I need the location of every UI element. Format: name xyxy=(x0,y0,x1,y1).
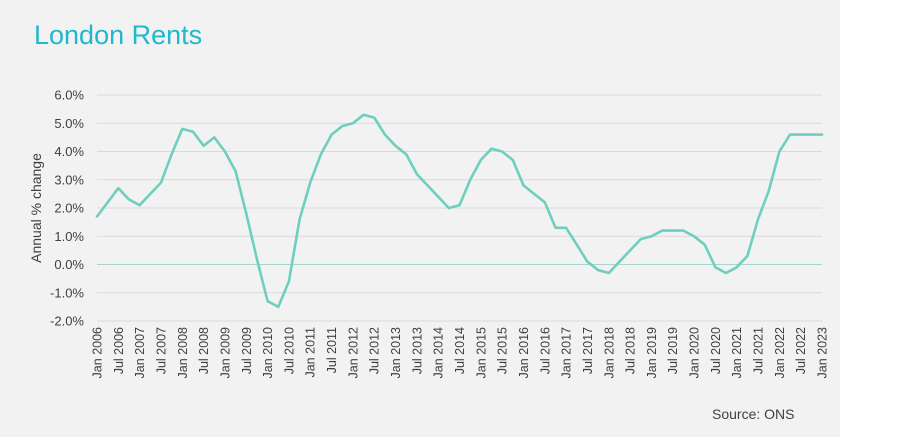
x-tick-label: Jul 2008 xyxy=(197,327,211,374)
y-tick-label: 0.0% xyxy=(54,257,84,272)
x-tick-label: Jan 2022 xyxy=(773,327,787,378)
x-tick-label: Jul 2009 xyxy=(240,327,254,374)
x-tick-label: Jul 2014 xyxy=(453,327,467,374)
chart-panel xyxy=(0,0,840,437)
x-tick-label: Jul 2015 xyxy=(496,327,510,374)
x-tick-label: Jan 2020 xyxy=(688,327,702,378)
x-tick-label: Jan 2010 xyxy=(261,327,275,378)
x-tick-label: Jan 2011 xyxy=(304,327,318,378)
y-tick-label: 3.0% xyxy=(54,172,84,187)
y-tick-label: 6.0% xyxy=(54,88,84,103)
y-axis-label: Annual % change xyxy=(28,153,44,263)
gridlines xyxy=(97,94,822,322)
x-tick-label: Jan 2009 xyxy=(218,327,232,378)
source-note: Source: ONS xyxy=(712,406,795,422)
x-tick-label: Jul 2019 xyxy=(666,327,680,374)
x-tick-label: Jul 2006 xyxy=(112,327,126,374)
x-tick-label: Jul 2020 xyxy=(709,327,723,374)
x-tick-label: Jan 2021 xyxy=(730,327,744,378)
x-tick-label: Jan 2017 xyxy=(560,327,574,378)
x-tick-label: Jul 2010 xyxy=(282,327,296,374)
x-tick-label: Jan 2008 xyxy=(176,327,190,378)
x-tick-label: Jul 2021 xyxy=(752,327,766,374)
series-line xyxy=(95,113,824,309)
y-tick-label: 5.0% xyxy=(54,116,84,131)
x-tick-label: Jan 2019 xyxy=(645,327,659,378)
x-tick-label: Jul 2016 xyxy=(538,327,552,374)
x-tick-label: Jul 2013 xyxy=(410,327,424,374)
y-tick-labels: 6.0% 5.0% 4.0% 3.0% 2.0% 1.0% 0.0% -1.0% -2.0% xyxy=(50,88,84,329)
x-tick-label: Jul 2022 xyxy=(794,327,808,374)
x-tick-labels: Jan 2006 Jul 2006 Jan 2007 Jul 2007 Jan 2008… xyxy=(91,327,830,378)
chart-title: London Rents xyxy=(34,20,203,50)
y-tick-label: -1.0% xyxy=(50,285,84,300)
x-tick-label: Jul 2007 xyxy=(154,327,168,374)
x-tick-label: Jan 2016 xyxy=(517,327,531,378)
x-tick-label: Jan 2007 xyxy=(133,327,147,378)
y-tick-label: 1.0% xyxy=(54,229,84,244)
x-tick-label: Jul 2017 xyxy=(581,327,595,374)
x-tick-label: Jan 2013 xyxy=(389,327,403,378)
y-tick-label: 2.0% xyxy=(54,201,84,216)
x-tick-label: Jan 2018 xyxy=(602,327,616,378)
x-tick-label: Jul 2011 xyxy=(325,327,339,373)
x-tick-label: Jul 2018 xyxy=(624,327,638,374)
y-tick-label: 4.0% xyxy=(54,144,84,159)
x-tick-label: Jan 2015 xyxy=(474,327,488,378)
y-tick-label: -2.0% xyxy=(50,314,84,329)
x-tick-label: Jan 2006 xyxy=(91,327,105,378)
x-tick-label: Jan 2012 xyxy=(346,327,360,378)
x-tick-label: Jan 2023 xyxy=(816,327,830,378)
x-tick-label: Jul 2012 xyxy=(368,327,382,374)
x-tick-label: Jan 2014 xyxy=(432,327,446,378)
